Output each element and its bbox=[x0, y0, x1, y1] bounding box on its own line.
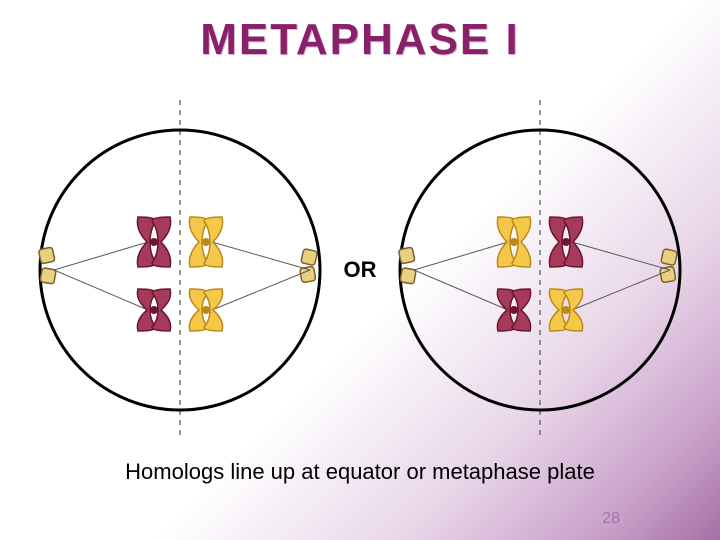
slide-title: METAPHASE I bbox=[200, 15, 519, 65]
or-label: OR bbox=[344, 257, 377, 283]
page-number: 28 bbox=[602, 510, 620, 528]
metaphase-diagram: OR bbox=[0, 100, 720, 440]
caption-text: Homologs line up at equator or metaphase… bbox=[36, 459, 684, 485]
